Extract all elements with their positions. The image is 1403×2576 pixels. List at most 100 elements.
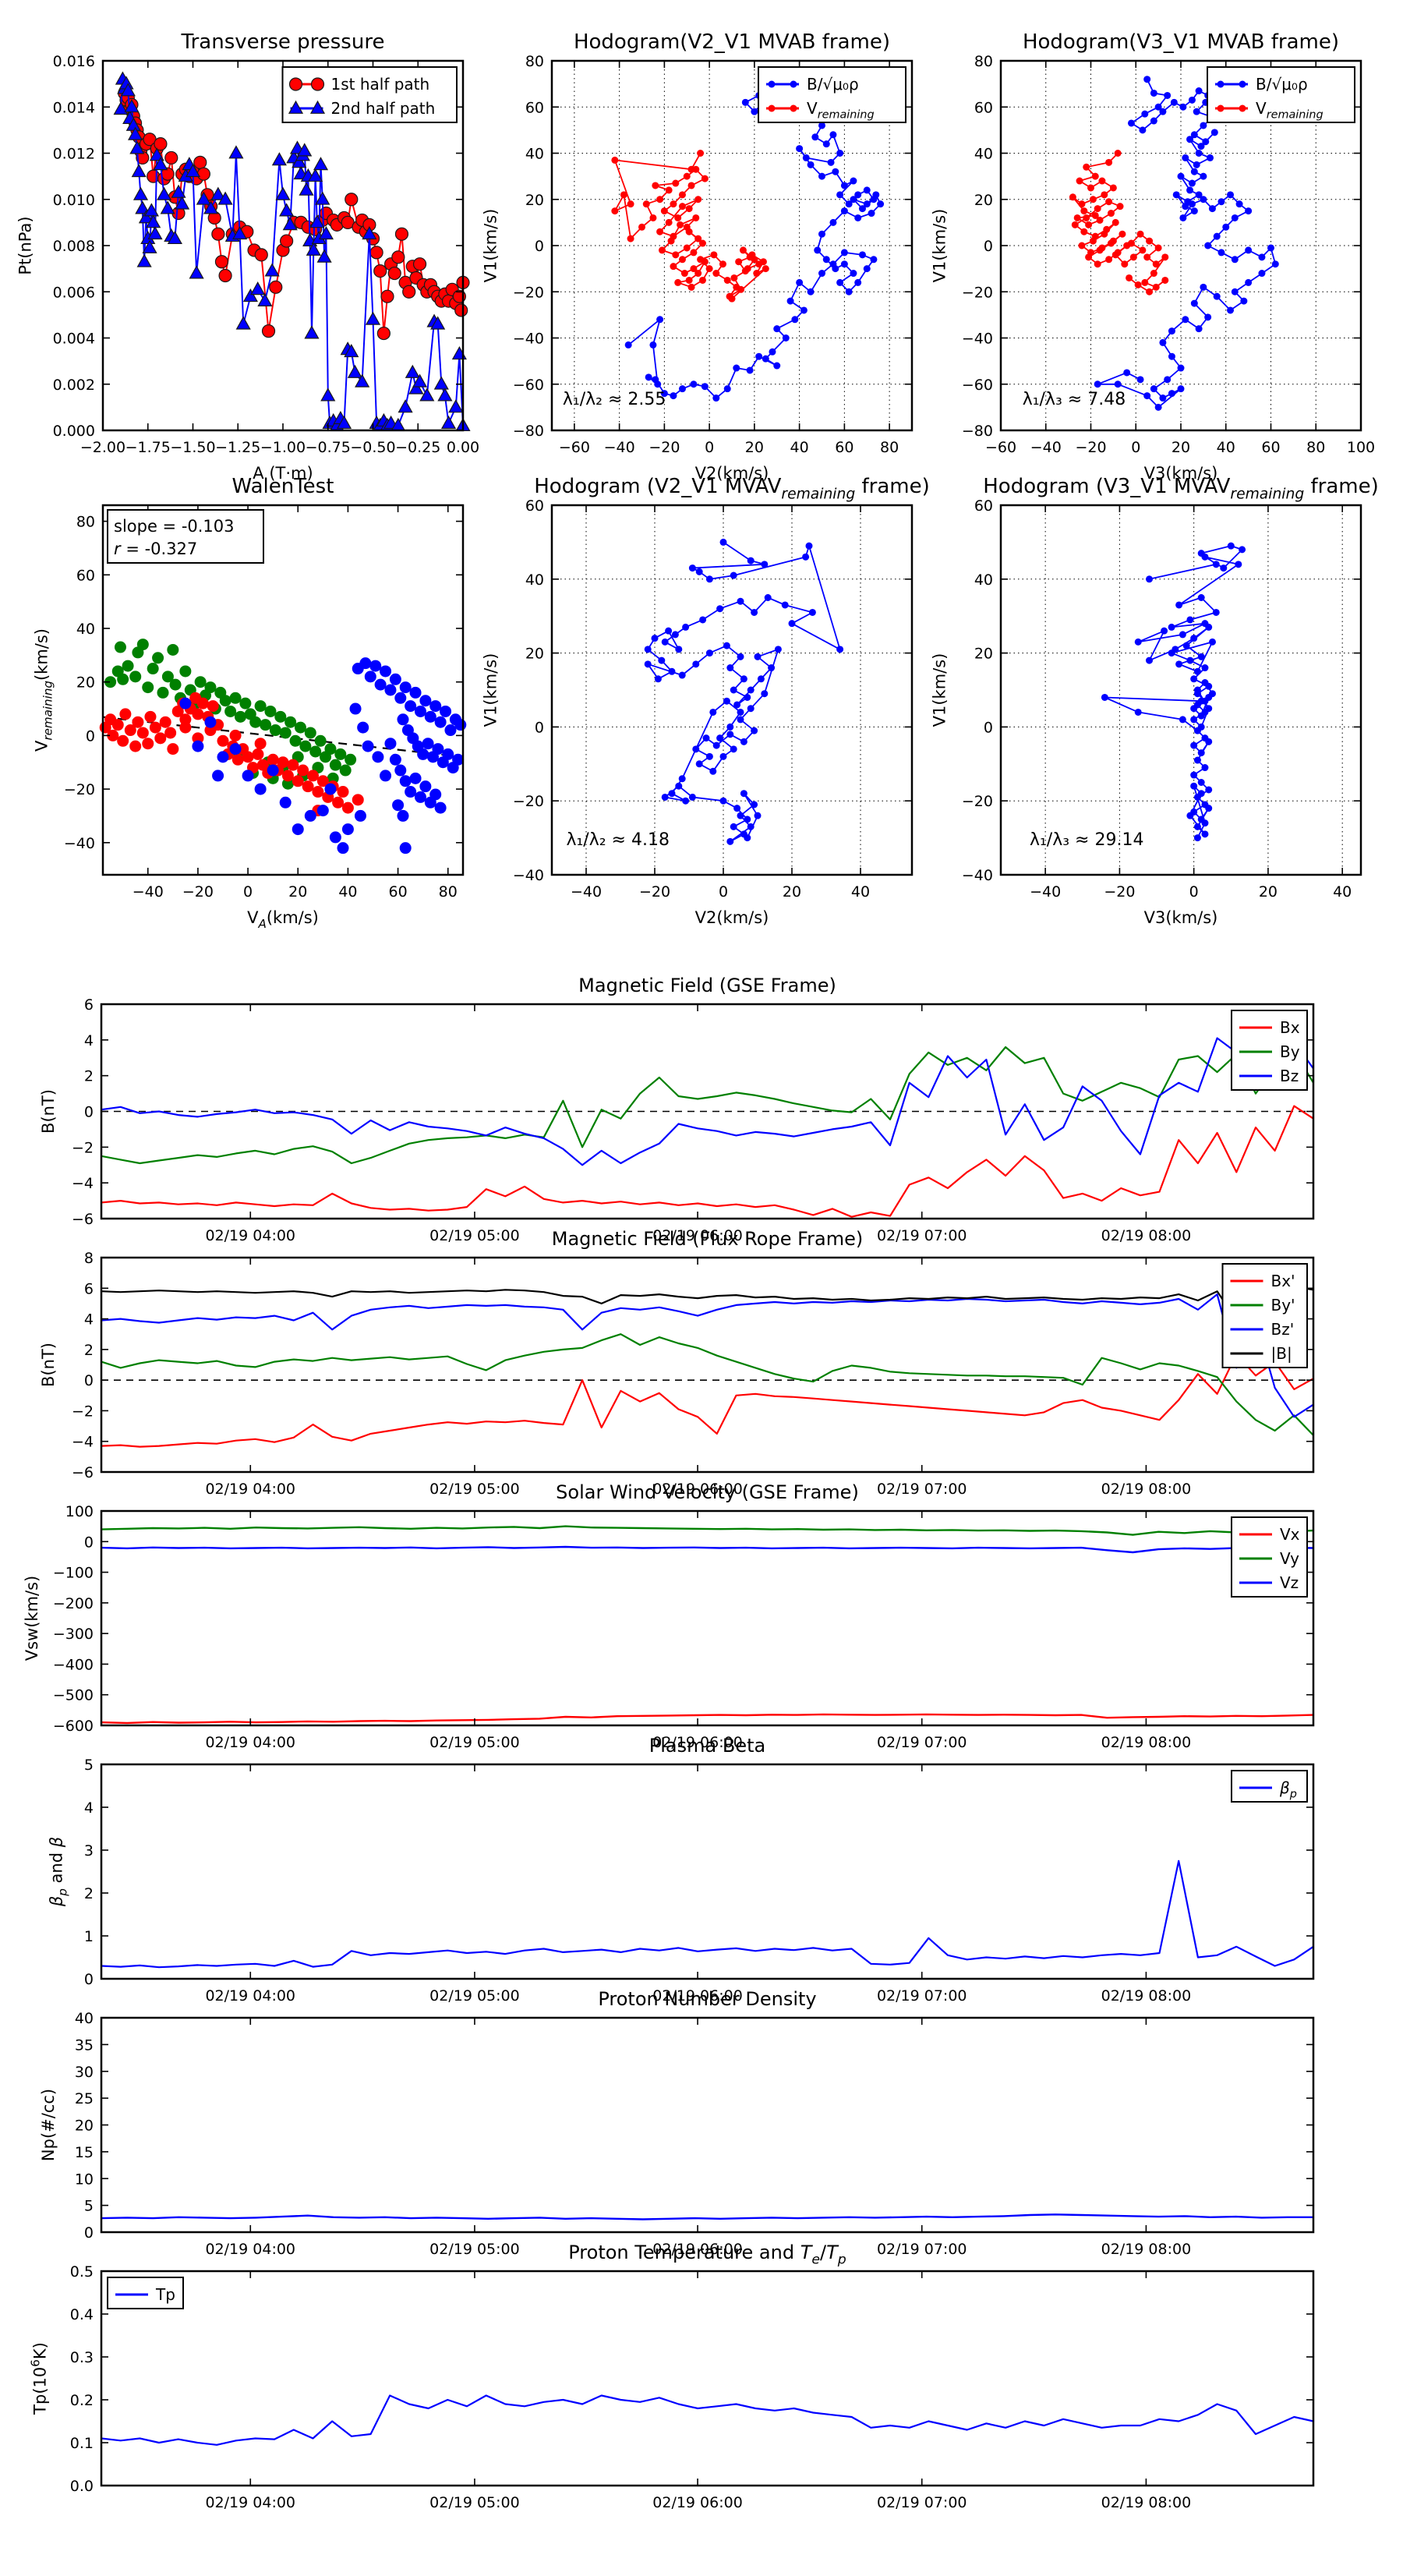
- hodogram-v2v1-mvav-series-0: [644, 538, 844, 845]
- proton-number-density: 02/19 04:00 02/19 05:00 02/19 06:00 02/19 0…: [39, 1988, 1315, 2258]
- plasma-beta-ytick: 0: [84, 1971, 94, 1988]
- walen-test-xtick: 20: [288, 883, 307, 901]
- magnetic-field-flux-rope: 02/19 04:00 02/19 05:00 02/19 06:00 02/19 0…: [39, 1228, 1315, 1498]
- hodogram-v2v1-mvav-ylabel: V1(km/s): [482, 653, 500, 727]
- hodogram-v2v1-mvab-annotation: λ₁/λ₂ ≈ 2.55: [563, 390, 666, 409]
- plasma-beta-ytick: 2: [84, 1885, 94, 1902]
- hodogram-v3v1-mvab-xtick: 80: [1306, 439, 1325, 456]
- hodogram-v3v1-mvav-ytick: −40: [962, 867, 993, 884]
- hodogram-v2v1-mvab-ytick: 40: [525, 146, 544, 163]
- proton-temperature-xtick: 02/19 04:00: [205, 2494, 295, 2511]
- proton-number-density-ytick: 25: [75, 2090, 94, 2107]
- hodogram-v2v1-mvav-ytick: 0: [535, 719, 544, 736]
- solar-wind-velocity-ylabel: Vsw(km/s): [23, 1576, 41, 1661]
- hodogram-v3v1-mvav-ytick: −20: [962, 793, 993, 810]
- hodogram-v3v1-mvab-xtick: −60: [985, 439, 1016, 456]
- hodogram-v3v1-mvav-xtick: 20: [1259, 883, 1278, 901]
- hodogram-v3v1-mvab-ylabel: V1(km/s): [931, 209, 949, 283]
- proton-temperature-ytick: 0.3: [70, 2349, 94, 2366]
- magnetic-field-flux-rope-ytick: −4: [72, 1434, 94, 1451]
- proton-temperature-xtick: 02/19 06:00: [652, 2494, 743, 2511]
- hodogram-v2v1-mvav-ytick: 60: [525, 497, 544, 515]
- hodogram-v2v1-mvab-xtick: 60: [835, 439, 853, 456]
- hodogram-v2v1-mvav-xtick: 0: [719, 883, 728, 901]
- solar-wind-velocity-xtick: 02/19 04:00: [205, 1734, 295, 1751]
- solar-wind-velocity-legend-label: Vz: [1280, 1573, 1299, 1592]
- proton-number-density-xtick: 02/19 04:00: [205, 2241, 295, 2258]
- hodogram-v3v1-mvav-title: Hodogram (V3_V1 MVAVremaining frame): [983, 475, 1379, 502]
- magnetic-field-flux-rope-legend: Bx' By' Bz' |B|: [1221, 1263, 1308, 1368]
- magnetic-field-gse-ylabel: B(nT): [39, 1089, 58, 1134]
- hodogram-v3v1-mvab-xtick: 20: [1172, 439, 1190, 456]
- hodogram-v2v1-mvav-xtick: −20: [639, 883, 670, 901]
- magnetic-field-flux-rope-xtick: 02/19 05:00: [429, 1481, 520, 1498]
- magnetic-field-gse-legend-label: Bz: [1280, 1067, 1299, 1085]
- hodogram-v2v1-mvab-legend-label: B/√μ₀ρ: [807, 75, 859, 94]
- hodogram-v3v1-mvav-xlabel: V3(km/s): [1144, 908, 1218, 927]
- hodogram-v3v1-mvab-ytick: 20: [974, 192, 993, 209]
- hodogram-v3v1-mvav-xtick: 0: [1189, 883, 1199, 901]
- hodogram-v3v1-mvab-ytick: −80: [962, 423, 993, 440]
- hodogram-v3v1-mvav-xtick: −40: [1030, 883, 1061, 901]
- magnetic-field-gse-legend-label: By: [1280, 1042, 1300, 1061]
- hodogram-v2v1-mvav-ytick: −20: [513, 793, 544, 810]
- walen-test: −40 −20 0 20 40 60 80 −40 −20 0 20 40 60 80 WalenTest V…: [33, 475, 467, 931]
- walen-test-infobox: slope = -0.103 r = -0.327: [107, 509, 264, 564]
- transverse-pressure-xtick: −0.50: [350, 439, 395, 456]
- hodogram-v2v1-mvab-ytick: −60: [513, 377, 544, 394]
- solar-wind-velocity-title: Solar Wind Velocity (GSE Frame): [556, 1481, 859, 1503]
- hodogram-v3v1-mvav-ylabel: V1(km/s): [931, 653, 949, 727]
- hodogram-v3v1-mvab-xtick: 100: [1347, 439, 1375, 456]
- proton-temperature-xtick: 02/19 08:00: [1101, 2494, 1192, 2511]
- proton-number-density-ytick: 5: [84, 2198, 94, 2215]
- plasma-beta-legend-label: βp: [1279, 1778, 1297, 1801]
- magnetic-field-gse-legend-label: Bx: [1280, 1018, 1300, 1037]
- hodogram-v2v1-mvab-series-1: [611, 150, 769, 303]
- solar-wind-velocity-legend-label: Vy: [1280, 1549, 1299, 1568]
- walen-test-xtick: −20: [182, 883, 214, 901]
- plasma-beta-ytick: 4: [84, 1799, 94, 1817]
- transverse-pressure-legend-label: 1st half path: [331, 75, 430, 94]
- transverse-pressure-ylabel: Pt(nPa): [16, 216, 35, 274]
- walen-test-ytick: 20: [76, 674, 95, 692]
- magnetic-field-flux-rope-ytick: −2: [72, 1403, 94, 1420]
- hodogram-v3v1-mvav-series-0: [1101, 542, 1246, 842]
- magnetic-field-gse-series-0: [101, 1105, 1314, 1218]
- magnetic-field-flux-rope-legend-label: Bz': [1271, 1320, 1295, 1339]
- proton-number-density-ytick: 40: [75, 2010, 94, 2027]
- hodogram-v3v1-mvab-series-1: [1069, 150, 1169, 295]
- proton-temperature-title: Proton Temperature and Te/Tp: [568, 2242, 846, 2268]
- proton-temperature-legend-label: Tp: [155, 2285, 175, 2304]
- plasma-beta-ytick: 1: [84, 1928, 94, 1945]
- proton-number-density-ytick: 10: [75, 2171, 94, 2188]
- solar-wind-velocity-xtick: 02/19 06:00: [652, 1734, 743, 1751]
- walen-test-series-0: [104, 639, 357, 790]
- plasma-beta: 02/19 04:00 02/19 05:00 02/19 06:00 02/19 0…: [48, 1735, 1315, 2005]
- hodogram-v2v1-mvab-ylabel: V1(km/s): [482, 209, 500, 283]
- proton-temperature-xtick: 02/19 07:00: [877, 2494, 967, 2511]
- magnetic-field-gse: 02/19 04:00 02/19 05:00 02/19 06:00 02/19 0…: [39, 975, 1315, 1244]
- proton-number-density-ylabel: Np(#/cc): [39, 2089, 58, 2161]
- walen-test-infobox-line: r = -0.327: [114, 540, 197, 558]
- hodogram-v3v1-mvab-xtick: −40: [1030, 439, 1062, 456]
- transverse-pressure-ytick: 0.010: [53, 192, 95, 209]
- magnetic-field-gse-ytick: 2: [84, 1068, 94, 1085]
- magnetic-field-flux-rope-ytick: 4: [84, 1311, 94, 1329]
- plasma-beta-ytick: 3: [84, 1842, 94, 1859]
- hodogram-v2v1-mvab-legend-label: Vremaining: [807, 99, 875, 122]
- plasma-beta-legend: βp: [1231, 1770, 1308, 1803]
- transverse-pressure-ytick: 0.000: [53, 423, 95, 440]
- walen-test-ytick: −40: [64, 835, 95, 852]
- hodogram-v3v1-mvab-legend: B/√μ₀ρ Vremaining: [1207, 66, 1355, 123]
- transverse-pressure-xlabel: A (T·m): [253, 464, 313, 483]
- proton-number-density-xtick: 02/19 05:00: [429, 2241, 520, 2258]
- hodogram-v2v1-mvab-legend: B/√μ₀ρ Vremaining: [758, 66, 906, 123]
- proton-number-density-ytick: 0: [84, 2224, 94, 2242]
- magnetic-field-gse-legend: Bx By Bz: [1231, 1010, 1308, 1091]
- proton-temperature-ytick: 0.4: [70, 2306, 94, 2323]
- hodogram-v2v1-mvab-ytick: 60: [525, 99, 544, 116]
- transverse-pressure-xtick: 0.00: [447, 439, 479, 456]
- transverse-pressure-ytick: 0.002: [53, 377, 95, 394]
